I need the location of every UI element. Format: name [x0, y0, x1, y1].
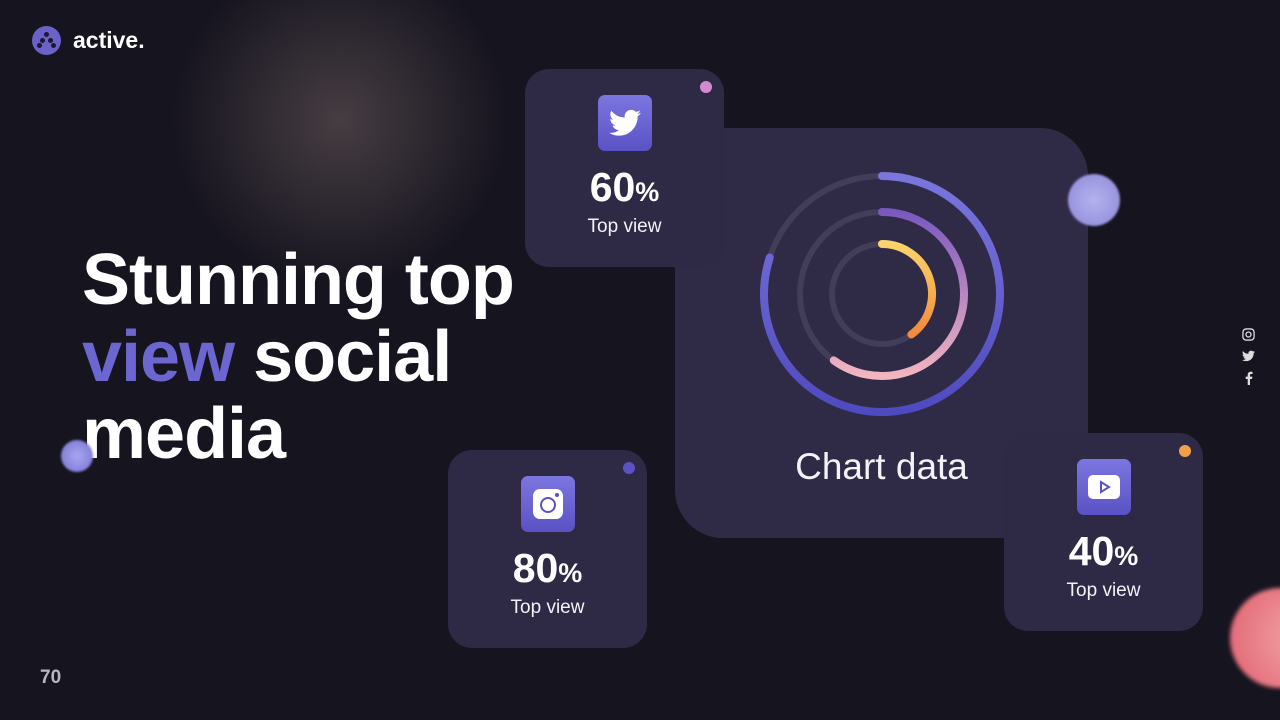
- headline-line-3: media: [82, 394, 286, 474]
- page-title: Stunning top view social media: [82, 240, 515, 474]
- radial-chart: [760, 172, 1004, 416]
- headline-line-2-rest: social: [234, 317, 452, 397]
- youtube-card: 40% Top view: [1004, 433, 1203, 631]
- ring-progress-2: [829, 208, 968, 380]
- decorative-orb: [1230, 588, 1280, 688]
- twitter-card: 60% Top view: [525, 69, 724, 267]
- youtube-icon: [1076, 459, 1131, 515]
- instagram-icon[interactable]: [1242, 328, 1255, 341]
- twitter-value: 60%: [589, 164, 660, 210]
- headline-line-2: view social: [82, 319, 514, 396]
- twitter-icon[interactable]: [1242, 350, 1255, 362]
- status-dot: [1179, 445, 1191, 457]
- decorative-orb: [61, 440, 93, 472]
- social-links: [1242, 328, 1255, 385]
- youtube-value: 40%: [1068, 528, 1139, 574]
- brand-name: active.: [73, 27, 145, 53]
- instagram-label: Top view: [510, 597, 585, 618]
- twitter-label: Top view: [587, 216, 662, 237]
- brand-logo: active.: [32, 26, 145, 55]
- status-dot: [623, 462, 635, 474]
- background-glow: [160, 0, 520, 280]
- twitter-icon: [597, 95, 652, 151]
- ring-progress-1: [760, 172, 1004, 416]
- chart-title: Chart data: [795, 446, 968, 487]
- headline-line-1: Stunning top: [82, 240, 515, 320]
- ring-progress-3: [878, 240, 936, 339]
- youtube-label: Top view: [1066, 580, 1141, 601]
- chart-card: Chart data: [675, 128, 1088, 538]
- status-dot: [700, 81, 712, 93]
- facebook-icon[interactable]: [1245, 371, 1253, 385]
- instagram-value: 80%: [512, 545, 583, 591]
- logo-icon: [32, 26, 61, 55]
- instagram-card: 80% Top view: [448, 450, 647, 648]
- headline-accent: view: [82, 317, 235, 397]
- decorative-orb: [1068, 174, 1120, 226]
- page-number: 70: [40, 667, 62, 688]
- instagram-icon: [520, 476, 575, 532]
